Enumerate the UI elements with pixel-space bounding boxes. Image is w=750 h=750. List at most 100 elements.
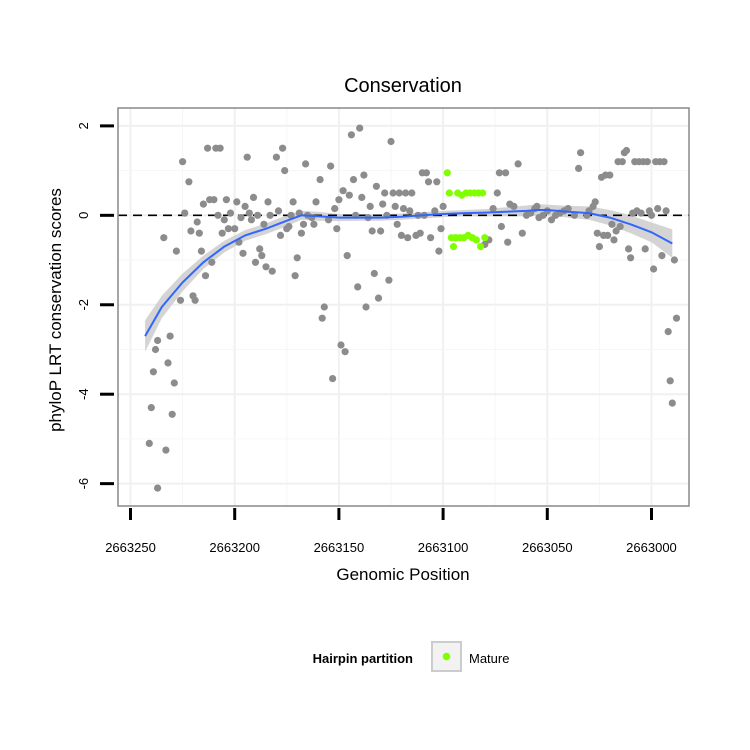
data-point	[335, 196, 343, 204]
data-point	[374, 294, 383, 302]
x-axis-title: Genomic Position	[336, 565, 469, 584]
data-point	[181, 209, 189, 217]
data-point	[368, 227, 376, 235]
y-tick-label: -6	[76, 478, 91, 490]
grid	[118, 108, 689, 506]
plot-frame	[117, 107, 690, 507]
data-point	[264, 198, 272, 206]
data-point	[285, 222, 293, 231]
data-point	[341, 348, 349, 356]
data-point	[149, 368, 157, 376]
data-point	[514, 160, 522, 168]
data-point	[224, 225, 232, 233]
data-point	[439, 202, 447, 210]
data-point	[433, 178, 441, 186]
data-point	[333, 225, 341, 233]
data-point	[204, 144, 212, 152]
data-point	[372, 182, 380, 190]
data-point	[197, 247, 205, 255]
y-tick-label: -4	[76, 388, 91, 400]
data-point	[591, 198, 599, 206]
data-point	[641, 245, 649, 253]
data-point	[310, 220, 318, 228]
data-point	[406, 207, 414, 215]
y-tick-label: 0	[76, 212, 91, 219]
data-point	[299, 220, 308, 228]
data-point	[422, 169, 430, 177]
data-point	[241, 202, 249, 210]
data-point	[195, 229, 203, 237]
data-point	[287, 211, 295, 219]
data-point	[408, 189, 416, 197]
x-tick-label: 2663250	[105, 540, 156, 555]
chart-title: Conservation	[344, 75, 462, 97]
data-point	[387, 137, 395, 146]
data-point	[493, 189, 501, 197]
data-point	[606, 171, 614, 179]
data-point	[393, 220, 401, 228]
data-point	[160, 234, 168, 242]
data-point	[216, 144, 224, 152]
data-point	[254, 211, 262, 219]
data-point	[179, 158, 187, 166]
data-point	[145, 439, 153, 447]
data-point	[218, 229, 226, 237]
x-tick-label: 2663150	[314, 540, 365, 555]
y-tick-label: -2	[76, 299, 91, 311]
data-point	[643, 158, 651, 166]
plot-panel	[118, 108, 689, 506]
data-point	[281, 167, 289, 175]
data-point	[345, 191, 353, 199]
data-point	[231, 225, 239, 233]
data-point	[395, 189, 403, 197]
data-point	[358, 193, 366, 201]
data-point	[297, 229, 305, 237]
x-tick-label: 2663000	[626, 540, 677, 555]
data-point	[166, 332, 174, 340]
mature-data-point	[449, 243, 458, 251]
data-point	[627, 254, 635, 262]
legend-label-mature: Mature	[469, 651, 509, 666]
data-point	[237, 214, 245, 222]
confidence-band-layer	[145, 204, 673, 352]
data-point	[220, 216, 228, 224]
data-point	[154, 336, 162, 345]
data-point	[362, 303, 370, 311]
data-point	[260, 220, 268, 228]
data-point	[650, 265, 658, 273]
data-point	[164, 359, 172, 367]
data-point	[370, 269, 378, 278]
data-point	[502, 169, 510, 177]
data-point	[316, 176, 324, 184]
data-point	[291, 272, 299, 280]
data-point	[214, 211, 222, 219]
smooth-line-layer	[144, 209, 673, 337]
data-point	[593, 229, 601, 237]
data-point	[151, 345, 160, 354]
data-point	[302, 160, 310, 168]
data-point	[337, 341, 345, 349]
y-axis: 2 0 -2 -4 -6	[76, 122, 114, 489]
data-point	[495, 169, 503, 177]
data-point	[185, 178, 193, 186]
data-point	[504, 238, 512, 246]
data-point	[256, 245, 264, 253]
legend: Hairpin partition Mature	[313, 641, 509, 672]
data-point	[658, 252, 666, 260]
data-point	[245, 209, 253, 217]
data-point	[187, 227, 195, 235]
data-point	[312, 198, 320, 206]
data-point	[668, 399, 676, 407]
data-point	[622, 146, 631, 155]
data-point	[672, 314, 681, 322]
legend-title: Hairpin partition	[313, 651, 413, 666]
data-point	[193, 218, 201, 226]
data-point	[360, 171, 368, 179]
data-point	[381, 189, 389, 197]
data-point	[608, 220, 616, 228]
data-point	[399, 205, 408, 213]
data-point	[610, 236, 618, 244]
data-point	[147, 404, 155, 412]
data-point	[577, 149, 585, 157]
